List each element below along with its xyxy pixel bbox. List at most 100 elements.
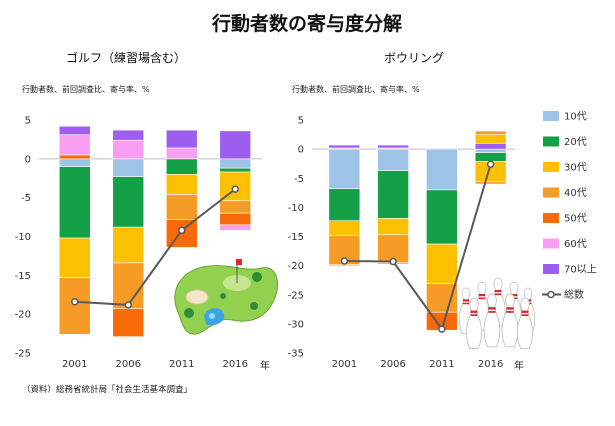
bowling-y-axis-label: 行動者数、前回調査比、寄与率、% [292,84,420,94]
legend-swatch [543,136,559,147]
bowling-pin [466,297,482,349]
golf-bar-2011-30代 [165,174,198,195]
legend-item: 50代 [543,213,587,225]
golf-bar-2006-50代 [112,308,145,337]
bowling-x-tick-label: 2011 [429,359,454,370]
golf-bar-2006-70以上 [112,129,145,141]
legend-label: 20代 [564,136,587,148]
bowling-bar-2001-30代 [328,220,361,236]
bowling-total-point [389,257,397,266]
legend-label: 30代 [564,162,587,174]
legend-swatch [543,162,559,172]
bowling-bar-2006-30代 [377,218,409,236]
bowling-bar-2006-20代 [377,170,409,219]
bowling-bar-2016-40代 [474,181,507,185]
golf-bar-2016-10代 [219,158,252,169]
bowling-pin [483,293,501,348]
legend-item: 総数 [542,288,584,301]
golf-plot-area: 5 0 -5 -10 -15 -20 -25 2001 2006 2011 2016 年 [15,116,270,373]
golf-bar-2001-30代 [58,237,91,278]
bowling-bar-2011-30代 [426,243,458,284]
legend-swatch [543,264,559,274]
bowling-total-point [486,160,495,169]
legend-item: 20代 [543,136,587,148]
legend-item: 60代 [543,238,587,250]
bowling-y-tick-label: -25 [288,290,304,301]
chart-bowling: ボウリング 行動者数、前回調査比、寄与率、% 5 0 -5 -10 -15 -20 -25 -… [288,51,536,373]
golf-total-point [124,301,132,309]
bowling-y-tick-label: 0 [298,145,304,156]
legend-swatch [543,111,559,121]
legend-item: 70以上 [543,264,597,276]
golf-total-line [74,188,236,306]
golf-y-tick-label: -25 [15,349,31,360]
golf-bar-2016-50代 [219,212,252,226]
bowling-total-point [340,257,349,265]
bowling-y-tick-label: -15 [288,232,304,243]
golf-bar-2011-70以上 [165,129,198,149]
bowling-bar-2011-40代 [426,283,458,313]
golf-bar-2001-40代 [58,277,91,335]
golf-y-tick-label: -10 [15,232,31,243]
legend-label: 10代 [564,111,587,123]
golf-bar-2011-60代 [165,147,198,160]
golf-bar-2016-70以上 [219,130,252,160]
golf-chart-title: ゴルフ（練習場含む） [66,50,186,65]
golf-bar-2006-10代 [112,158,145,177]
bowling-bar-2011-20代 [426,189,458,245]
golf-bar-2006-30代 [112,226,145,264]
golf-course-illustration [174,259,278,335]
bowling-pin [501,293,519,348]
golf-x-tick-label: 2011 [169,359,194,370]
legend-item: 30代 [543,162,587,174]
golf-total-point [71,297,79,306]
golf-x-tick-label: 2006 [116,359,141,370]
golf-x-tick-label: 2016 [223,359,248,370]
bowling-y-tick-label: -20 [288,261,304,272]
bowling-plot-area: 5 0 -5 -10 -15 -20 -25 -30 -35 2001 2006 2011 2016 年 [288,116,524,373]
source-note: （資料）総務省統計局「社会生活基本調査」 [22,384,192,395]
legend-swatch [543,238,559,249]
bowling-bar-2001-70以上 [328,144,361,149]
legend-label: 50代 [564,213,587,225]
bowling-bar-2001-20代 [328,188,361,222]
bowling-x-tick-label: 2001 [332,359,357,370]
legend-label: 40代 [564,187,587,199]
bowling-x-tick-label: 2006 [380,359,405,370]
golf-x-tick-label: 2001 [62,359,87,370]
golf-bar-2016-40代 [219,200,252,214]
legend-item: 40代 [543,187,587,199]
bowling-y-tick-label: -10 [288,203,304,214]
golf-bar-2001-70以上 [58,125,91,136]
chart-golf: ゴルフ（練習場含む） 行動者数、前回調査比、寄与率、% 5 0 -5 -10 -15 -2… [15,50,278,372]
legend-label: 70以上 [564,264,597,276]
golf-bar-2001-50代 [58,154,91,160]
bowling-bar-2011-10代 [426,148,458,191]
bowling-bar-2001-10代 [328,148,361,190]
golf-bar-2011-20代 [165,158,198,175]
golf-y-tick-label: -20 [15,310,31,321]
golf-y-tick-label: 0 [25,154,31,165]
bowling-total-point [438,325,446,333]
bowling-y-tick-label: -30 [288,319,304,330]
page-title: 行動者数の寄与度分解 [211,12,402,35]
bowling-x-tick-label: 2016 [478,359,503,370]
bowling-total-line [344,163,492,332]
bowling-bar-2006-10代 [377,148,409,171]
bowling-x-unit: 年 [514,359,524,372]
bowling-bar-2016-10代 [474,148,507,153]
golf-total-point [231,185,239,193]
golf-bar-2011-40代 [165,194,198,220]
golf-y-tick-label: -5 [21,193,31,204]
golf-bar-2001-20代 [58,166,91,239]
golf-y-axis-label: 行動者数、前回調査比、寄与率、% [22,84,150,94]
golf-bar-2016-60代 [219,224,252,231]
bowling-y-tick-label: -35 [288,349,304,360]
golf-y-tick-label: -15 [15,271,31,282]
bowling-bar-2016-20代 [474,152,507,162]
golf-y-tick-label: 5 [25,116,31,127]
bowling-y-tick-label: 5 [298,116,304,127]
bowling-bar-2016-40代 [474,130,507,135]
